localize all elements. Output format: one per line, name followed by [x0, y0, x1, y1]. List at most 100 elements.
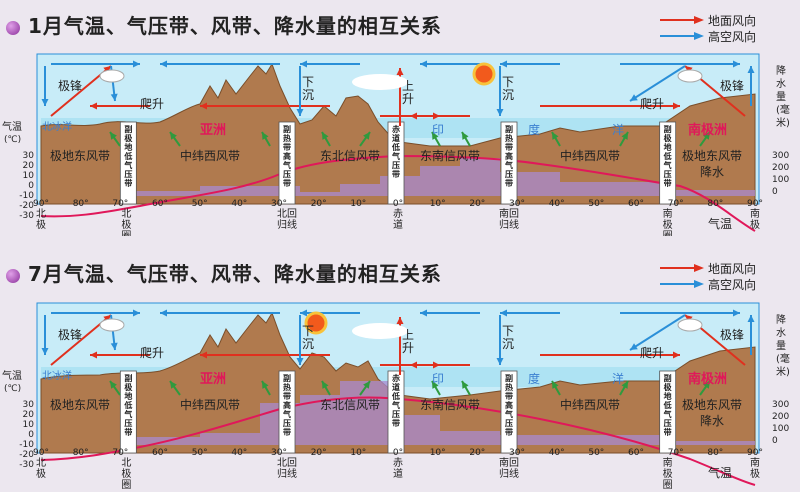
region-label: 洋 — [612, 371, 624, 386]
lat-tick-label: 20° — [469, 199, 485, 209]
label-lift: 爬升 — [140, 346, 164, 360]
label-lift: 爬升 — [140, 97, 164, 111]
lat-tick-label: 30° — [271, 448, 287, 458]
label-descend: 下沉 — [302, 75, 314, 102]
cloud-icon — [352, 323, 408, 339]
surface-wind-arrow — [699, 131, 711, 147]
right-axis-title: 水 — [776, 327, 786, 339]
pressure-belt-label: 赤道低气压带 — [391, 124, 400, 179]
cloud-icon — [677, 318, 703, 332]
lat-sub-label: 南 — [750, 456, 760, 469]
upper-wind-arrow — [300, 309, 360, 317]
lat-sub-label: 极 — [121, 218, 131, 231]
region-label: 北冰洋 — [42, 369, 72, 382]
region-label: 亚洲 — [200, 123, 226, 138]
lat-sub-label: 极 — [121, 467, 131, 480]
region-label: 度 — [528, 371, 540, 386]
upper-wind-arrow — [496, 66, 504, 116]
temp-tick-label: 0 — [28, 181, 34, 191]
lat-sub-label: 圈 — [121, 230, 131, 236]
wind-belt-label: 东北信风带 — [320, 398, 380, 412]
lat-sub-label: 南 — [750, 207, 760, 220]
surface-wind-arrow — [461, 380, 471, 396]
legend-upper-label: 高空风向 — [708, 29, 757, 44]
surface-wind-arrow — [261, 131, 271, 147]
right-axis-title: 量 — [776, 340, 786, 352]
upper-wind-arrow — [41, 315, 49, 355]
pressure-belt-box — [500, 370, 518, 454]
temp-curve-label: 气温 — [708, 465, 732, 480]
upper-wind-arrow — [496, 315, 504, 365]
temp-tick-label: -10 — [19, 440, 34, 450]
lat-tick-label: 20° — [311, 448, 327, 458]
temp-tick-label: 0 — [28, 430, 34, 440]
lat-sub-label: 赤 — [393, 208, 403, 220]
upper-wind-arrow — [500, 309, 560, 317]
lat-tick-label: 10° — [430, 448, 446, 458]
lat-tick-label: 40° — [231, 448, 247, 458]
legend-upper-label: 高空风向 — [708, 277, 757, 292]
sun-icon — [304, 311, 328, 335]
lat-tick-label: 80° — [707, 448, 723, 458]
wind-belt-label: 中纬西风带 — [180, 397, 240, 412]
pressure-belt-label: 副极地低气压带 — [663, 374, 672, 437]
wind-belt-label: 极地东风带 — [50, 149, 110, 163]
lat-tick-label: 10° — [350, 199, 366, 209]
lat-sub-label: 道 — [393, 467, 403, 480]
rain-tick-label: 0 — [772, 187, 778, 197]
upper-wind-arrow — [51, 309, 140, 317]
pressure-belt-box — [659, 121, 677, 205]
lat-tick-label: 40° — [549, 448, 565, 458]
label-polar-front: 极锋 — [58, 328, 82, 342]
surface-wind-arrow — [169, 131, 181, 147]
region-label: 洋 — [612, 122, 624, 137]
lat-sub-label: 归线 — [499, 467, 519, 480]
rain-tick-label: 0 — [772, 436, 778, 446]
region-label: 度 — [528, 122, 540, 137]
panel2-title: 7月气温、气压带、风带、降水量的相互关系 — [6, 258, 442, 287]
upper-wind-arrow — [296, 315, 304, 365]
surface-wind-arrow — [551, 131, 561, 147]
bullet-icon — [6, 268, 20, 283]
lat-tick-label: 20° — [469, 448, 485, 458]
lat-tick-label: 70° — [112, 448, 128, 458]
upper-wind-arrow — [160, 60, 280, 68]
region-label: 北冰洋 — [42, 120, 72, 133]
temp-tick-label: -30 — [19, 460, 34, 470]
rain-tick-label: 100 — [772, 175, 789, 185]
surface-wind-arrow — [699, 380, 711, 396]
pressure-belt-label: 副热带高气压带 — [504, 374, 513, 437]
surface-wind-arrow — [540, 351, 680, 359]
lat-sub-label: 归线 — [499, 218, 519, 231]
lat-sub-label: 极 — [663, 467, 673, 480]
lat-tick-label: 10° — [350, 448, 366, 458]
upper-wind-arrow — [629, 314, 686, 351]
lat-tick-label: 60° — [152, 448, 168, 458]
lat-tick-label: 50° — [192, 199, 208, 209]
upper-arrow-icon — [660, 280, 704, 288]
upper-wind-arrow — [51, 60, 140, 68]
label-descend: 下沉 — [502, 324, 514, 351]
upper-arrow-icon — [660, 32, 704, 40]
right-axis-title: 米) — [776, 365, 790, 378]
land-profile — [40, 311, 756, 454]
surface-wind-arrow — [321, 131, 331, 147]
temp-tick-label: 30 — [23, 400, 35, 410]
surface-wind-arrow — [619, 131, 629, 147]
lat-sub-label: 圈 — [121, 479, 131, 490]
temp-tick-label: 10 — [23, 171, 35, 181]
pressure-belt-box — [119, 121, 137, 205]
lat-sub-label: 南 — [663, 456, 673, 469]
lat-tick-label: 40° — [231, 199, 247, 209]
surface-wind-arrow — [109, 131, 121, 147]
precipitation-label: 降水 — [700, 414, 724, 428]
surface-wind-arrow — [90, 351, 150, 359]
lat-sub-label: 北 — [121, 208, 131, 220]
lat-sub-label: 赤 — [393, 457, 403, 469]
surface-arrow-icon — [660, 264, 704, 272]
surface-arrow-icon — [660, 16, 704, 24]
rain-tick-label: 200 — [772, 163, 789, 173]
wind-belt-label: 中纬西风带 — [180, 148, 240, 163]
lat-tick-label: 80° — [73, 448, 89, 458]
